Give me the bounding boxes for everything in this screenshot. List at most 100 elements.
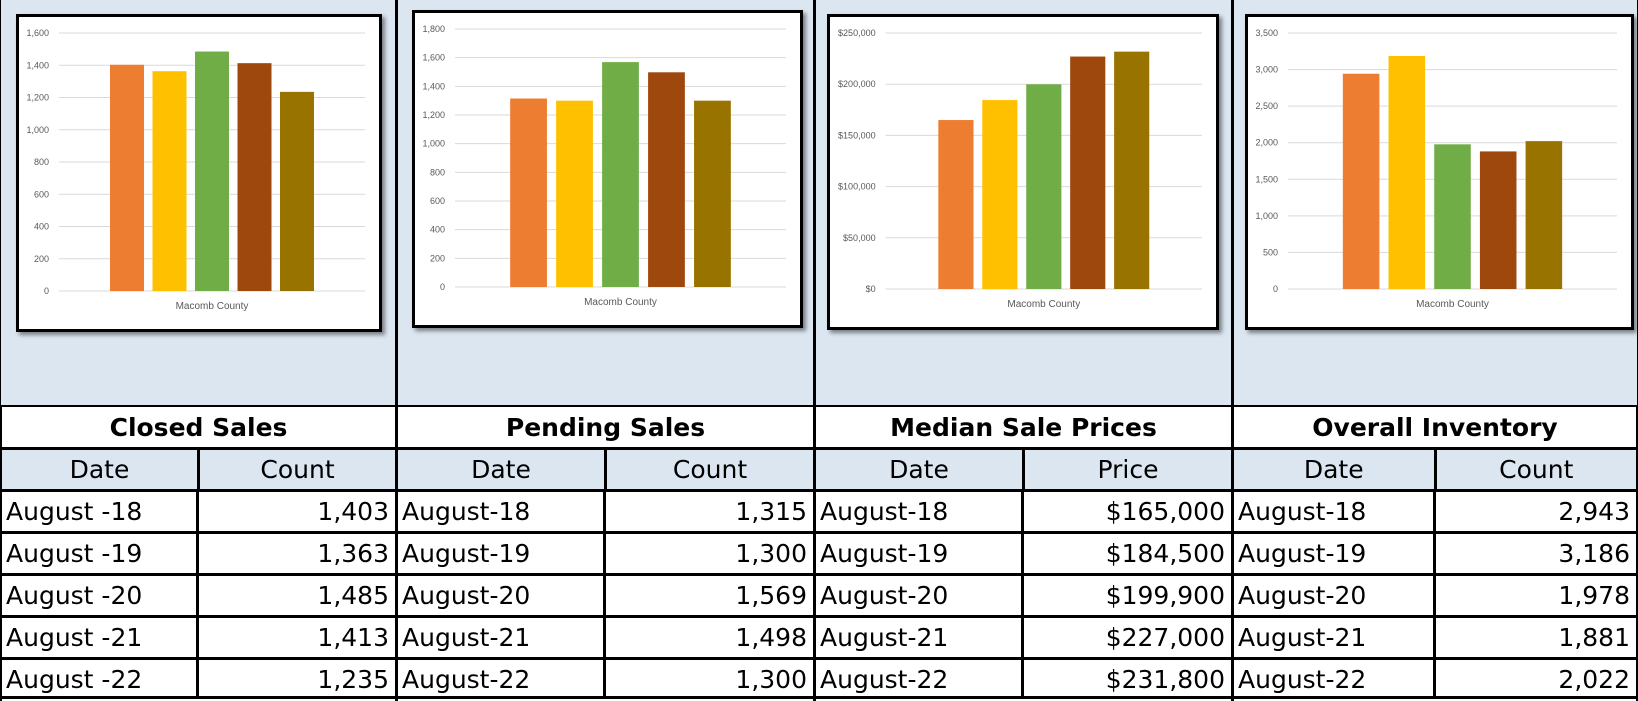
date-header: Date — [69, 455, 130, 484]
table-row: August-18 $165,000 — [816, 489, 1231, 531]
y-tick-label: 1,000 — [26, 125, 49, 135]
y-tick-label: 600 — [34, 189, 49, 199]
y-tick-label: $50,000 — [843, 233, 876, 243]
value-cell: 1,978 — [1432, 576, 1637, 615]
bar — [110, 64, 144, 291]
bar — [694, 100, 731, 288]
table-row: August-20 1,978 — [1234, 573, 1636, 615]
y-tick-label: 600 — [430, 196, 445, 206]
value-cell: 1,363 — [196, 534, 395, 573]
value-cell: $199,900 — [1021, 576, 1231, 615]
value-cell: 2,943 — [1432, 492, 1637, 531]
y-tick-label: 3,500 — [1255, 28, 1278, 38]
closed-sales-panel: 0 200 400 600 800 1,000 1,200 1,400 1,600 Macomb … — [0, 0, 395, 405]
bar — [556, 100, 593, 288]
closed-sales-table: Closed Sales Date Count August -18 1,403 … — [0, 405, 395, 701]
y-tick-label: $0 — [866, 284, 876, 294]
table-row: August-22 1,300 — [398, 657, 813, 699]
y-tick-label: 200 — [34, 254, 49, 264]
date-cell: August-22 — [402, 665, 531, 694]
value-cell: $184,500 — [1021, 534, 1231, 573]
bar — [1342, 73, 1380, 289]
bar — [1114, 51, 1150, 290]
table-header: Date Price — [816, 447, 1231, 489]
bar — [1525, 141, 1563, 289]
date-cell: August-20 — [402, 581, 531, 610]
date-cell: August-21 — [1238, 623, 1367, 652]
value-cell: 1,403 — [196, 492, 395, 531]
bar — [938, 120, 974, 289]
pending-sales-chart: 0 200 400 600 800 1,000 1,200 1,400 1,600 1,800 Ma… — [412, 10, 803, 328]
table-row: August-21 1,881 — [1234, 615, 1636, 657]
table-title: Overall Inventory — [1234, 405, 1636, 447]
y-tick-label: 400 — [34, 222, 49, 232]
table-row: August -22 1,235 — [2, 657, 395, 699]
x-axis-label: Macomb County — [1007, 299, 1080, 310]
pending-sales-panel: 0 200 400 600 800 1,000 1,200 1,400 1,600 1,800 Ma… — [395, 0, 813, 405]
y-tick-label: 1,000 — [422, 139, 445, 149]
y-tick-label: $100,000 — [838, 182, 876, 192]
table-row: August-21 1,498 — [398, 615, 813, 657]
inventory-chart: 0 500 1,000 1,500 2,000 2,500 3,000 3,500 Macomb… — [1245, 14, 1634, 330]
date-cell: August-22 — [1238, 665, 1367, 694]
inventory-chart-svg: 0 500 1,000 1,500 2,000 2,500 3,000 3,500 Macomb… — [1255, 28, 1617, 310]
table-row: August-22 $231,800 — [816, 657, 1231, 699]
y-tick-label: $150,000 — [838, 130, 876, 140]
value-cell: 1,881 — [1432, 618, 1637, 657]
inventory-panel: 0 500 1,000 1,500 2,000 2,500 3,000 3,500 Macomb… — [1231, 0, 1638, 405]
value-header: Count — [197, 450, 395, 489]
table-header: Date Count — [1234, 447, 1636, 489]
date-cell: August-20 — [820, 581, 949, 610]
date-cell: August-18 — [1238, 497, 1367, 526]
date-cell: August -22 — [6, 665, 143, 694]
table-header: Date Count — [2, 447, 395, 489]
bar — [280, 91, 314, 291]
date-cell: August-19 — [402, 539, 531, 568]
bar — [602, 62, 639, 287]
y-tick-label: 800 — [34, 157, 49, 167]
pending-sales-table: Pending Sales Date Count August-18 1,315 … — [395, 405, 813, 701]
value-header: Count — [1433, 450, 1637, 489]
value-cell: 1,498 — [603, 618, 813, 657]
table-row: August -20 1,485 — [2, 573, 395, 615]
table-row: August-20 1,569 — [398, 573, 813, 615]
date-cell: August-21 — [820, 623, 949, 652]
y-tick-label: 2,500 — [1255, 101, 1278, 111]
date-header: Date — [889, 455, 949, 484]
y-tick-label: 1,400 — [422, 81, 445, 91]
x-axis-label: Macomb County — [176, 301, 249, 312]
median-price-table: Median Sale Prices Date Price August-18 $… — [813, 405, 1231, 701]
bar — [195, 51, 229, 292]
date-cell: August -20 — [6, 581, 143, 610]
value-cell: 1,413 — [196, 618, 395, 657]
date-cell: August-18 — [402, 497, 531, 526]
table-row: August-21 $227,000 — [816, 615, 1231, 657]
y-tick-label: 1,600 — [422, 53, 445, 63]
bar — [982, 100, 1018, 290]
y-tick-label: 500 — [1263, 247, 1278, 257]
bar — [1070, 56, 1106, 289]
y-tick-label: $200,000 — [838, 79, 876, 89]
bar — [1479, 151, 1517, 289]
bar — [1388, 55, 1426, 289]
value-cell: 1,569 — [603, 576, 813, 615]
date-cell: August -19 — [6, 539, 143, 568]
value-header: Price — [1022, 450, 1231, 489]
value-cell: 3,186 — [1432, 534, 1637, 573]
table-row: August-19 3,186 — [1234, 531, 1636, 573]
median-price-panel: $0 $50,000 $100,000 $150,000 $200,000 $250,00… — [813, 0, 1231, 405]
date-header: Date — [471, 455, 531, 484]
value-cell: $165,000 — [1021, 492, 1231, 531]
value-cell: 2,022 — [1432, 660, 1637, 696]
y-tick-label: 3,000 — [1255, 65, 1278, 75]
y-tick-label: $250,000 — [838, 28, 876, 38]
date-cell: August-19 — [1238, 539, 1367, 568]
bar — [237, 63, 272, 292]
table-row: August -19 1,363 — [2, 531, 395, 573]
date-cell: August-20 — [1238, 581, 1367, 610]
date-header: Date — [1303, 455, 1364, 484]
closed-sales-chart-svg: 0 200 400 600 800 1,000 1,200 1,400 1,600 Macomb … — [26, 28, 365, 312]
y-tick-label: 800 — [430, 167, 445, 177]
median-price-chart-svg: $0 $50,000 $100,000 $150,000 $200,000 $250,00… — [838, 28, 1202, 310]
